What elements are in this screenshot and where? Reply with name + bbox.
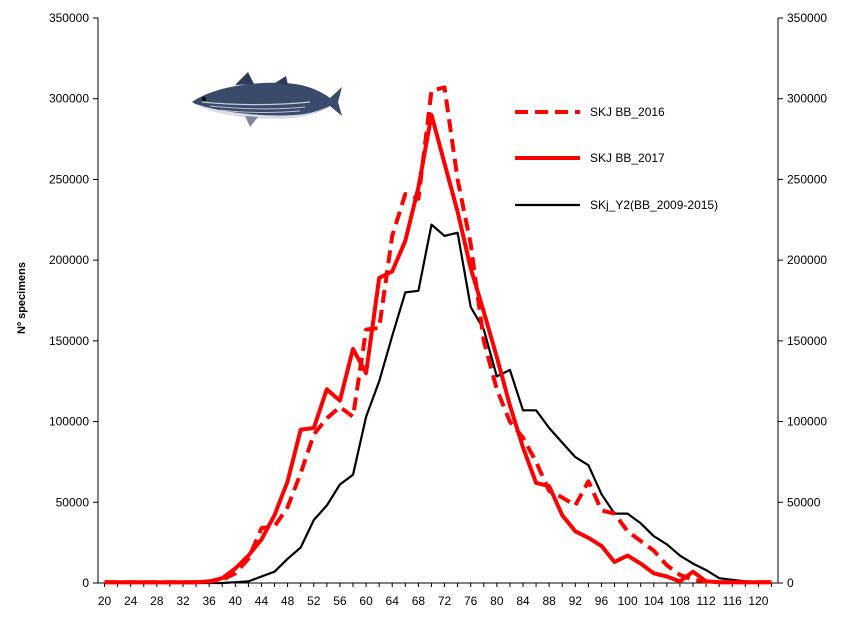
x-tick-label: 28 bbox=[150, 594, 164, 608]
y-axis-label: Nº specimens bbox=[16, 262, 28, 334]
y-tick-label-right: 300000 bbox=[787, 92, 827, 106]
x-tick-label: 52 bbox=[307, 594, 321, 608]
x-tick-label: 112 bbox=[697, 594, 716, 608]
y-tick-label-right: 350000 bbox=[787, 11, 827, 25]
x-tick-label: 72 bbox=[438, 594, 452, 608]
x-tick-label: 76 bbox=[464, 594, 478, 608]
x-tick-label: 96 bbox=[595, 594, 609, 608]
x-tick-label: 64 bbox=[386, 594, 400, 608]
x-tick-label: 84 bbox=[516, 594, 530, 608]
y-tick-label-left: 300000 bbox=[49, 92, 89, 106]
x-tick-label: 120 bbox=[748, 594, 768, 608]
x-tick-label: 48 bbox=[281, 594, 295, 608]
y-tick-label-left: 150000 bbox=[49, 334, 89, 348]
series-line-2 bbox=[104, 223, 772, 585]
y-tick-label-left: 200000 bbox=[49, 253, 89, 267]
y-tick-label-left: 100000 bbox=[49, 415, 89, 429]
skipjack-tuna-illustration bbox=[192, 72, 342, 127]
y-axis-right-ticks: 0 50000 100000 150000 200000 250000 300000 3500… bbox=[778, 11, 827, 590]
series-layer bbox=[104, 85, 772, 585]
y-tick-label-right: 250000 bbox=[787, 172, 827, 186]
y-tick-label-left: 0 bbox=[82, 576, 89, 590]
x-tick-label: 68 bbox=[412, 594, 426, 608]
x-tick-label: 56 bbox=[333, 594, 347, 608]
x-tick-label: 92 bbox=[569, 594, 583, 608]
x-tick-label: 100 bbox=[618, 594, 638, 608]
y-tick-label-left: 50000 bbox=[56, 495, 90, 509]
y-tick-label-right: 200000 bbox=[787, 253, 827, 267]
x-tick-label: 40 bbox=[229, 594, 243, 608]
y-tick-label-left: 350000 bbox=[49, 11, 89, 25]
legend: SKJ BB_2016 SKJ BB_2017 SKj_Y2(BB_2009-201… bbox=[515, 105, 718, 212]
x-tick-label: 80 bbox=[490, 594, 504, 608]
x-tick-label: 88 bbox=[542, 594, 556, 608]
series-line-1 bbox=[104, 112, 772, 585]
series-line-0 bbox=[104, 85, 772, 585]
y-tick-label-right: 150000 bbox=[787, 334, 827, 348]
y-tick-label-right: 50000 bbox=[787, 495, 821, 509]
x-tick-label: 116 bbox=[723, 594, 742, 608]
x-tick-label: 36 bbox=[202, 594, 216, 608]
y-tick-label-right: 100000 bbox=[787, 415, 827, 429]
y-tick-label-left: 250000 bbox=[49, 172, 89, 186]
x-tick-label: 44 bbox=[255, 594, 269, 608]
x-tick-label: 20 bbox=[98, 594, 112, 608]
x-axis-ticks: 20 24 28 32 36 40 44 48 52 56 60 64 68 72 76 80 84 88 92 96… bbox=[98, 583, 772, 608]
y-tick-label-right: 0 bbox=[787, 576, 794, 590]
legend-label: SKj_Y2(BB_2009-2015) bbox=[590, 198, 718, 212]
x-tick-label: 108 bbox=[670, 594, 690, 608]
y-axis-left-ticks: 0 50000 100000 150000 200000 250000 300000 3500… bbox=[49, 11, 98, 590]
x-tick-label: 104 bbox=[644, 594, 664, 608]
x-tick-label: 32 bbox=[176, 594, 190, 608]
x-tick-label: 24 bbox=[124, 594, 138, 608]
x-tick-label: 60 bbox=[359, 594, 373, 608]
legend-label: SKJ BB_2017 bbox=[590, 151, 665, 165]
legend-label: SKJ BB_2016 bbox=[590, 105, 665, 119]
